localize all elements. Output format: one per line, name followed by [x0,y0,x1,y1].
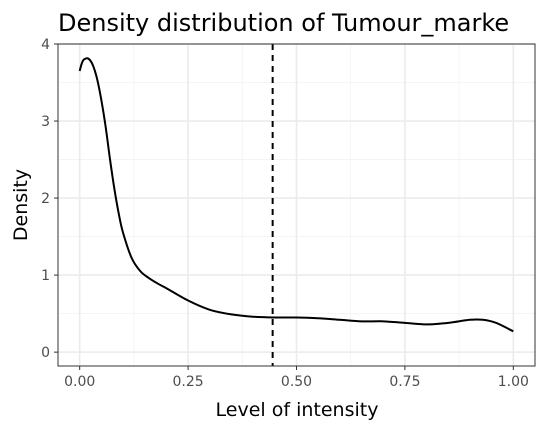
density-curve [78,57,514,333]
axis-ticks: 0.00 0.25 0.50 0.75 1.00 0 1 2 3 4 [41,37,529,390]
x-tick-label: 0.50 [281,374,312,390]
x-axis-title: Level of intensity [216,399,379,421]
x-tick-label: 0.00 [64,374,95,390]
x-tick-label: 0.25 [173,374,204,390]
chart-title: Density distribution of Tumour_marke [58,9,509,37]
y-tick-label: 4 [41,37,50,53]
y-axis-title: Density [10,169,32,241]
x-tick-label: 1.00 [498,374,529,390]
x-tick-label: 0.75 [389,374,420,390]
grid-lines [58,43,535,366]
density-series [78,57,514,333]
y-tick-label: 1 [41,268,50,284]
y-tick-label: 0 [41,345,50,361]
y-tick-label: 3 [41,114,50,130]
y-tick-label: 2 [41,191,50,207]
